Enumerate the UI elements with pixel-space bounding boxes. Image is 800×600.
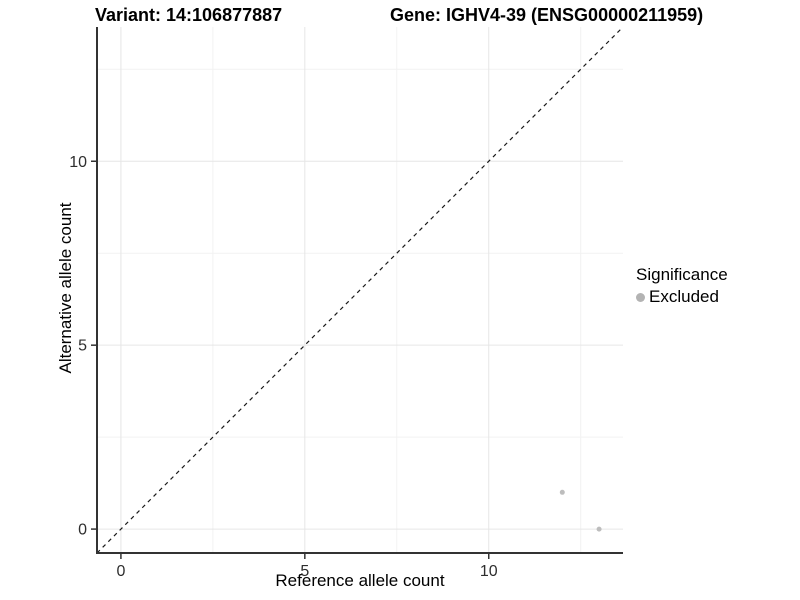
legend-title: Significance [636, 265, 728, 284]
legend-item-label: Excluded [649, 287, 719, 306]
identity-line [96, 26, 624, 554]
x-tick-label: 5 [300, 563, 309, 580]
y-tick-label: 0 [78, 522, 87, 539]
legend-point-icon [636, 292, 645, 302]
y-axis-title: Alternative allele count [56, 202, 75, 374]
gene-title: Gene: IGHV4-39 (ENSG00000211959) [390, 5, 704, 25]
y-tick-label: 10 [69, 154, 87, 171]
x-tick-label: 10 [480, 563, 498, 580]
variant-title: Variant: 14:106877887 [95, 5, 283, 25]
x-axis-title: Reference allele count [275, 571, 445, 590]
data-point [596, 526, 602, 532]
legend-item: Excluded [636, 287, 728, 307]
legend: Significance Excluded [636, 265, 728, 307]
data-point [559, 489, 565, 495]
x-tick-label: 0 [116, 563, 125, 580]
legend-items: Excluded [636, 287, 728, 307]
y-tick-label: 5 [78, 338, 87, 355]
